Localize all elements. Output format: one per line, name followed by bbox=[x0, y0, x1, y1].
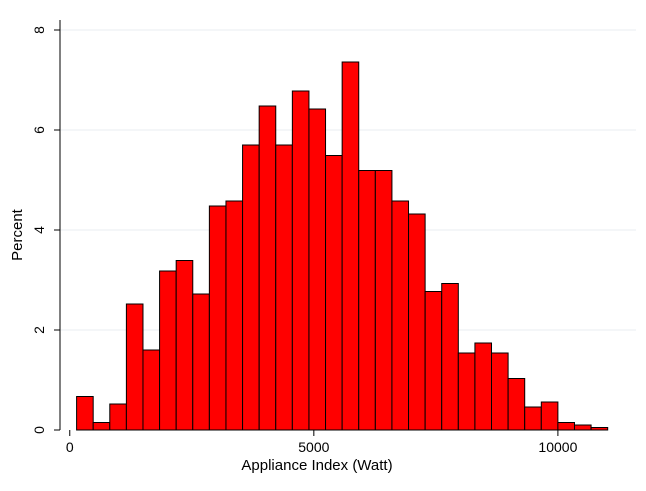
bar-1 bbox=[92, 422, 111, 431]
bar-5 bbox=[159, 270, 177, 431]
bar-4 bbox=[142, 349, 161, 431]
x-tick-label-10000: 10000 bbox=[538, 439, 577, 455]
bar-8 bbox=[208, 205, 227, 431]
x-axis-ticks: 0 5000 10000 bbox=[66, 430, 578, 455]
bar-23 bbox=[457, 352, 476, 431]
bar-0 bbox=[76, 396, 94, 431]
y-axis-ticks: 0 2 4 6 8 bbox=[31, 26, 60, 434]
bar-11 bbox=[258, 105, 277, 431]
bar-28 bbox=[540, 401, 559, 431]
bar-27 bbox=[524, 406, 542, 431]
bar-31 bbox=[590, 427, 609, 431]
y-tick-label-8: 8 bbox=[31, 26, 47, 34]
bar-19 bbox=[391, 200, 410, 431]
bar-14 bbox=[308, 108, 327, 431]
bar-15 bbox=[325, 155, 343, 431]
bar-17 bbox=[358, 170, 376, 431]
bar-22 bbox=[441, 283, 459, 431]
x-tick-label-5000: 5000 bbox=[298, 439, 329, 455]
bar-26 bbox=[507, 378, 526, 431]
bar-18 bbox=[374, 170, 393, 431]
y-tick-label-4: 4 bbox=[31, 226, 47, 234]
bar-7 bbox=[192, 293, 210, 431]
bar-24 bbox=[474, 342, 493, 431]
histogram-bars bbox=[76, 61, 609, 431]
bar-13 bbox=[291, 90, 310, 431]
bar-29 bbox=[557, 422, 575, 431]
bar-21 bbox=[424, 291, 443, 431]
bar-3 bbox=[125, 303, 144, 431]
y-tick-label-6: 6 bbox=[31, 126, 47, 134]
bar-12 bbox=[275, 144, 293, 431]
bar-6 bbox=[175, 260, 194, 431]
y-axis-label: Percent bbox=[9, 208, 26, 261]
bar-9 bbox=[225, 200, 244, 431]
x-tick-label-0: 0 bbox=[66, 439, 74, 455]
bar-10 bbox=[242, 144, 260, 431]
bar-16 bbox=[341, 61, 360, 431]
bar-2 bbox=[109, 403, 127, 431]
bar-30 bbox=[573, 424, 592, 431]
bar-25 bbox=[491, 352, 509, 431]
y-tick-label-0: 0 bbox=[31, 426, 47, 434]
bar-20 bbox=[408, 213, 426, 431]
y-tick-label-2: 2 bbox=[31, 326, 47, 334]
x-axis-label: Appliance Index (Watt) bbox=[241, 457, 392, 474]
